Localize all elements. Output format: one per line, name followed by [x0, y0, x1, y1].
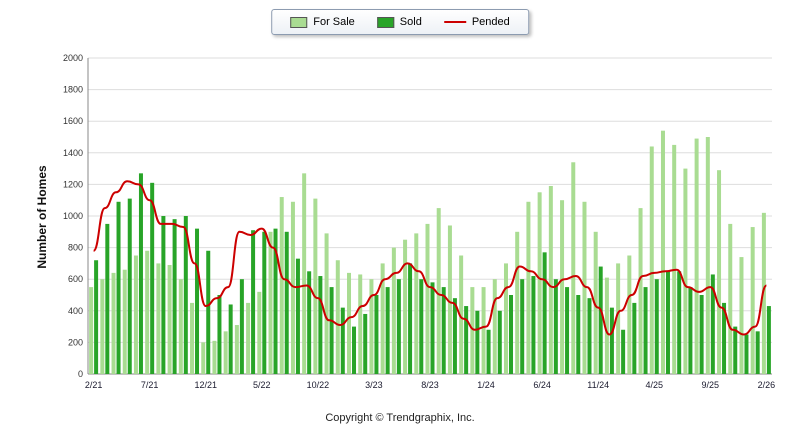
svg-text:2/21: 2/21 [85, 380, 103, 390]
svg-text:7/21: 7/21 [141, 380, 159, 390]
svg-text:1/24: 1/24 [477, 380, 495, 390]
pended-line-swatch-icon [443, 21, 466, 23]
svg-text:8/23: 8/23 [421, 380, 439, 390]
svg-text:1400: 1400 [63, 148, 83, 158]
for-sale-swatch-icon [290, 16, 308, 28]
svg-text:400: 400 [68, 306, 83, 316]
svg-text:1000: 1000 [63, 211, 83, 221]
svg-text:5/22: 5/22 [253, 380, 271, 390]
svg-text:600: 600 [68, 274, 83, 284]
legend-label-pended: Pended [471, 16, 510, 28]
svg-text:1200: 1200 [63, 179, 83, 189]
svg-text:6/24: 6/24 [533, 380, 551, 390]
y-axis-title: Number of Homes [35, 165, 49, 269]
sold-swatch-icon [376, 16, 394, 28]
legend-label-sold: Sold [399, 16, 422, 28]
legend-item-pended: Pended [443, 16, 510, 28]
legend-item-for-sale: For Sale [290, 16, 355, 28]
svg-text:2/26: 2/26 [758, 380, 776, 390]
copyright-text: Copyright © Trendgraphix, Inc. [325, 412, 475, 424]
svg-text:4/25: 4/25 [645, 380, 663, 390]
svg-text:800: 800 [68, 243, 83, 253]
svg-text:200: 200 [68, 337, 83, 347]
svg-text:1600: 1600 [63, 116, 83, 126]
svg-text:11/24: 11/24 [587, 380, 609, 390]
svg-text:12/21: 12/21 [194, 380, 217, 390]
svg-text:3/23: 3/23 [365, 380, 383, 390]
svg-text:0: 0 [78, 369, 83, 379]
svg-text:9/25: 9/25 [702, 380, 720, 390]
svg-text:2000: 2000 [63, 53, 83, 63]
svg-text:10/22: 10/22 [307, 380, 330, 390]
svg-text:1800: 1800 [63, 85, 83, 95]
legend-label-for-sale: For Sale [313, 16, 355, 28]
chart-legend: For Sale Sold Pended [271, 9, 529, 35]
legend-item-sold: Sold [376, 16, 422, 28]
